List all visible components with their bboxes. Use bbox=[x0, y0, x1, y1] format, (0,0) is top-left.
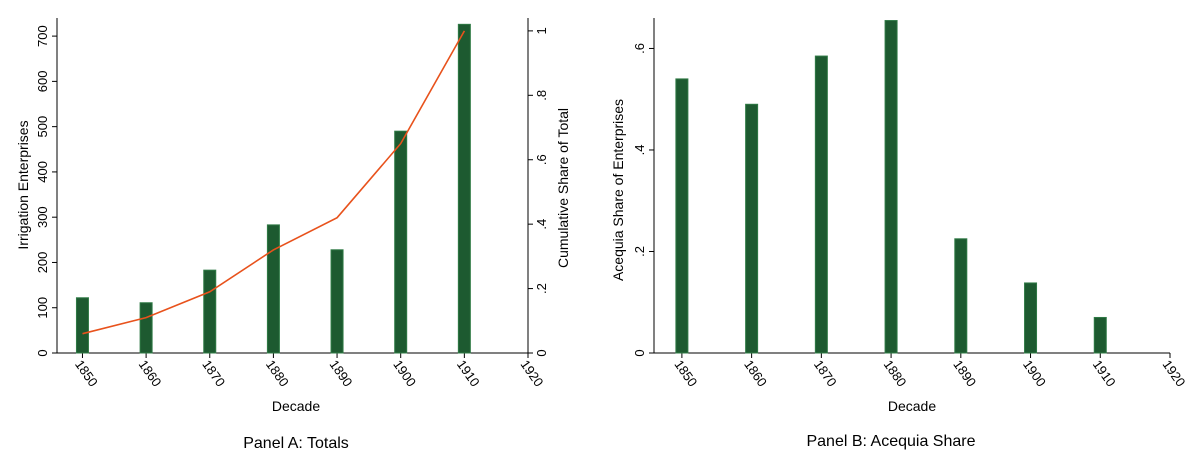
bar bbox=[675, 78, 689, 354]
bar bbox=[884, 20, 898, 354]
x-tick-label: 1920 bbox=[518, 357, 547, 389]
x-tick-label: 1880 bbox=[263, 357, 292, 389]
y-tick-label: 400 bbox=[35, 161, 50, 183]
x-tick-label: 1910 bbox=[454, 357, 483, 389]
x-tick-label: 1910 bbox=[1090, 357, 1119, 389]
x-tick-label: 1860 bbox=[136, 357, 165, 389]
panel-a-bars bbox=[75, 23, 471, 354]
bar bbox=[745, 103, 759, 354]
panel-a-title: Panel A: Totals bbox=[243, 435, 349, 452]
y-tick-label: 100 bbox=[35, 297, 50, 319]
y2-tick-label: 0 bbox=[534, 349, 549, 356]
x-tick-label: 1920 bbox=[1160, 357, 1189, 389]
bar bbox=[394, 130, 408, 354]
y-tick-label: .4 bbox=[632, 145, 647, 156]
y2-tick-label: .4 bbox=[534, 219, 549, 230]
y-tick-label: .2 bbox=[632, 246, 647, 257]
bar bbox=[139, 302, 153, 354]
panel-a-y2-axis-label: Cumulative Share of Total bbox=[555, 108, 571, 268]
panel-b-x-axis-label: Decade bbox=[888, 398, 936, 414]
x-tick-label: 1890 bbox=[950, 357, 979, 389]
bar bbox=[75, 297, 89, 354]
panel-b-axes bbox=[649, 18, 1171, 358]
y-tick-label: 500 bbox=[35, 116, 50, 138]
y2-tick-label: .8 bbox=[534, 90, 549, 101]
cumulative-share-line bbox=[82, 30, 466, 335]
x-tick-label: 1850 bbox=[72, 357, 101, 389]
bar bbox=[1024, 282, 1038, 354]
y-tick-label: 300 bbox=[35, 206, 50, 228]
bar bbox=[203, 269, 217, 354]
y2-tick-label: .6 bbox=[534, 154, 549, 165]
panel-a-chart: 1850 1860 1870 1880 1890 1900 1910 192001002003… bbox=[15, 18, 571, 452]
panel-a-x-axis-label: Decade bbox=[272, 398, 320, 414]
y2-tick-label: .2 bbox=[534, 283, 549, 294]
bar bbox=[814, 55, 828, 354]
x-tick-label: 1900 bbox=[1020, 357, 1049, 389]
panel-b-y-axis-label: Acequia Share of Enterprises bbox=[610, 99, 626, 281]
panel-a-line bbox=[82, 30, 466, 335]
x-tick-label: 1880 bbox=[881, 357, 910, 389]
panel-b-title: Panel B: Acequia Share bbox=[806, 433, 975, 450]
bar bbox=[954, 238, 968, 354]
x-tick-label: 1870 bbox=[199, 357, 228, 389]
panel-a-axes bbox=[52, 18, 533, 358]
x-tick-label: 1870 bbox=[811, 357, 840, 389]
y-tick-label: 600 bbox=[35, 71, 50, 93]
y-tick-label: 0 bbox=[35, 349, 50, 356]
panel-a-y-axis-label: Irrigation Enterprises bbox=[15, 120, 31, 249]
y-tick-label: 0 bbox=[632, 349, 647, 356]
bar bbox=[330, 249, 344, 354]
y-tick-label: 200 bbox=[35, 252, 50, 274]
x-tick-label: 1860 bbox=[741, 357, 770, 389]
bar bbox=[457, 23, 471, 354]
x-tick-label: 1850 bbox=[671, 357, 700, 389]
y-tick-label: 700 bbox=[35, 25, 50, 47]
bar bbox=[266, 224, 280, 354]
x-tick-label: 1900 bbox=[390, 357, 419, 389]
panel-b-bars bbox=[675, 20, 1107, 354]
y2-tick-label: 1 bbox=[534, 27, 549, 34]
panel-a-tick-labels: 1850 1860 1870 1880 1890 1900 1910 192001002003… bbox=[35, 25, 549, 389]
x-tick-label: 1890 bbox=[327, 357, 356, 389]
y-tick-label: .6 bbox=[632, 43, 647, 54]
panel-b-chart: 1850 1860 1870 1880 1890 1900 1910 19200.2.4.6 … bbox=[610, 18, 1188, 450]
bar bbox=[1093, 316, 1107, 354]
